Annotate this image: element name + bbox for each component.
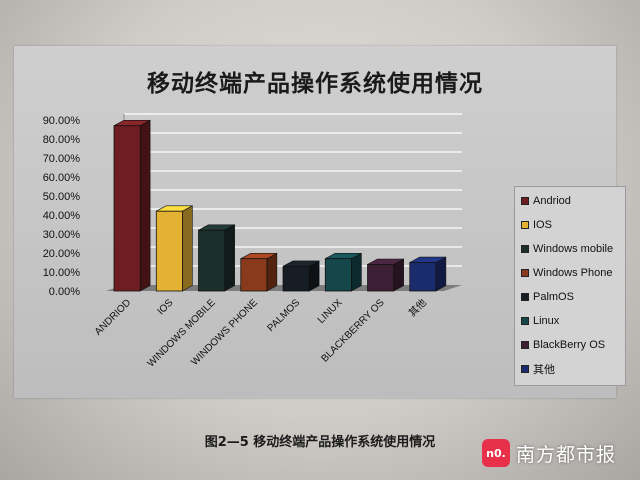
bar xyxy=(324,258,352,292)
y-tick-label: 0.00% xyxy=(49,286,80,298)
bar-side xyxy=(266,252,278,292)
legend-swatch xyxy=(521,293,529,301)
legend-label: Windows Phone xyxy=(533,267,613,279)
x-tick-label: 其他 xyxy=(406,296,429,319)
y-tick-label: 30.00% xyxy=(43,229,81,241)
legend: Andriod IOS Windows mobile Windows Phone Pal… xyxy=(514,186,626,386)
y-tick-label: 10.00% xyxy=(43,267,81,279)
y-tick-label: 60.00% xyxy=(43,172,81,184)
y-tick-label: 40.00% xyxy=(43,210,81,222)
watermark-logo: n0. xyxy=(482,439,510,467)
legend-label: Andriod xyxy=(533,195,571,207)
legend-label: 其他 xyxy=(533,364,555,376)
legend-item: BlackBerry OS xyxy=(521,337,605,353)
watermark-text: 南方都市报 xyxy=(516,443,617,466)
bar xyxy=(155,210,183,292)
legend-item: Linux xyxy=(521,313,559,329)
bar xyxy=(113,125,141,292)
bar xyxy=(409,262,437,292)
legend-item: PalmOS xyxy=(521,289,574,305)
bar-side xyxy=(351,252,362,292)
legend-swatch xyxy=(521,341,529,349)
legend-item: 其他 xyxy=(521,361,555,377)
legend-label: BlackBerry OS xyxy=(533,339,606,351)
y-tick-label: 20.00% xyxy=(43,248,81,260)
legend-swatch xyxy=(521,269,529,277)
y-tick-label: 50.00% xyxy=(43,191,81,203)
legend-item: Windows Phone xyxy=(521,265,613,281)
y-tick-label: 90.00% xyxy=(43,115,81,127)
watermark: n0. 南方都市报 xyxy=(482,438,616,468)
y-tick-label: 80.00% xyxy=(43,134,81,146)
figure-caption: 图2—5 移动终端产品操作系统使用情况 xyxy=(204,435,436,450)
bar xyxy=(367,263,395,292)
x-tick-label: ANDRIOD xyxy=(93,297,133,337)
legend-item: Windows mobile xyxy=(521,241,613,257)
chart-panel: 移动终端产品操作系统使用情况 0.00% 10.00% 20.00% 30.00% 40… xyxy=(14,46,626,398)
legend-item: IOS xyxy=(521,217,552,233)
legend-swatch xyxy=(521,245,529,253)
chart-title: 移动终端产品操作系统使用情况 xyxy=(147,71,483,97)
legend-label: Linux xyxy=(533,315,560,327)
bar xyxy=(282,265,310,292)
x-tick-label: IOS xyxy=(156,297,176,317)
legend-swatch xyxy=(521,221,529,229)
legend-label: PalmOS xyxy=(533,291,574,303)
bar-side xyxy=(139,119,151,292)
legend-swatch xyxy=(521,317,529,325)
bar xyxy=(198,229,226,292)
bar-side xyxy=(182,205,193,292)
x-tick-label: LINUX xyxy=(316,297,345,326)
legend-swatch xyxy=(521,365,529,373)
legend-label: IOS xyxy=(533,219,552,231)
bar-side xyxy=(224,224,235,292)
x-tick-label: PALMOS xyxy=(266,297,303,334)
plot-area: 0.00% 10.00% 20.00% 30.00% 40.00% 50.00% 60.00… xyxy=(43,113,462,370)
bar-side xyxy=(435,256,447,292)
legend-item: Andriod xyxy=(521,193,571,209)
legend-label: Windows mobile xyxy=(533,243,614,255)
bar xyxy=(240,258,268,292)
y-tick-label: 70.00% xyxy=(43,153,81,165)
legend-swatch xyxy=(521,197,529,205)
